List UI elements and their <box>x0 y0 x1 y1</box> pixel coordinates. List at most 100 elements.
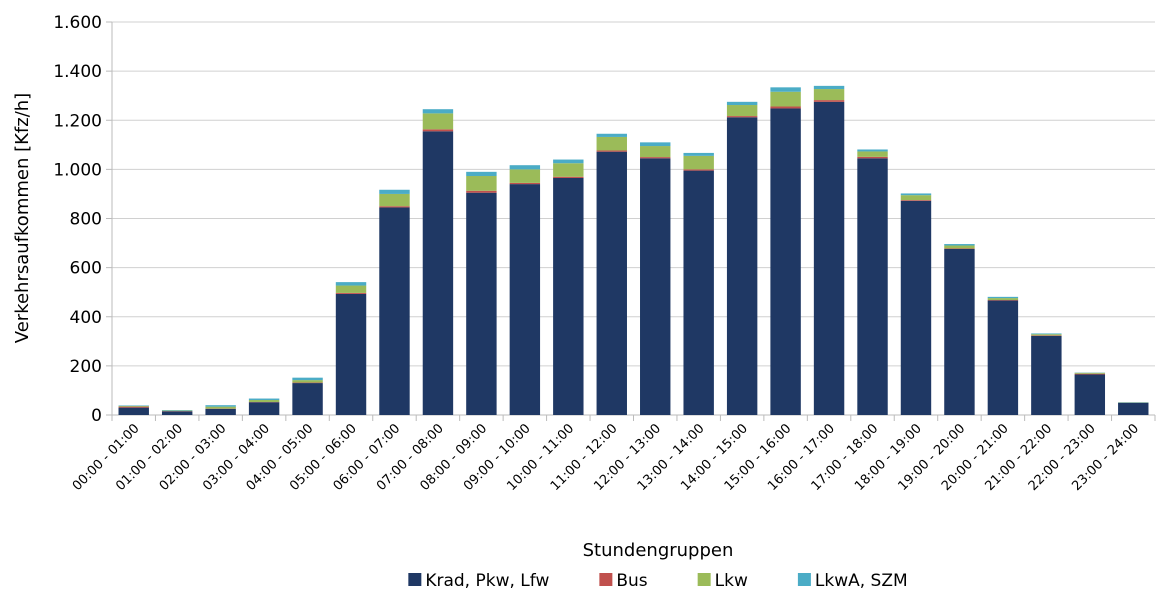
bar-segment <box>1031 336 1061 415</box>
bar-segment <box>423 109 453 113</box>
bar-segment <box>683 171 713 415</box>
bar-segment <box>901 195 931 200</box>
legend-item: Krad, Pkw, Lfw <box>408 571 549 591</box>
bar-segment <box>1075 374 1105 375</box>
bar-segment <box>553 160 583 164</box>
bar-segment <box>944 244 974 245</box>
bar-segment <box>510 165 540 169</box>
bar-segment <box>1031 334 1061 335</box>
legend-swatch <box>599 573 612 586</box>
bar-segment <box>857 149 887 151</box>
bar-segment <box>597 137 627 151</box>
legend: Krad, Pkw, Lfw Bus Lkw LkwA, SZM <box>408 571 907 591</box>
bar-segment <box>683 153 713 156</box>
y-tick-label: 600 <box>70 259 102 279</box>
bar-segment <box>770 106 800 108</box>
y-tick-label: 800 <box>70 210 102 230</box>
bar-segment <box>205 405 235 406</box>
bar-segment <box>857 157 887 158</box>
bar-segment <box>205 409 235 415</box>
bar-segment <box>988 301 1018 415</box>
y-tick-label: 400 <box>70 308 102 328</box>
bar-segment <box>423 129 453 131</box>
y-axis-title: Verkehrsaufkommen [Kfz/h] <box>12 93 33 343</box>
legend-item: Bus <box>599 571 647 591</box>
bar-segment <box>336 282 366 285</box>
bar-segment <box>640 142 670 146</box>
legend-label: LkwA, SZM <box>815 571 908 591</box>
legend-swatch <box>408 573 421 586</box>
bar-segment <box>988 297 1018 298</box>
bar-segment <box>814 102 844 415</box>
bar-segment <box>1075 374 1105 415</box>
bar-segment <box>336 294 366 415</box>
bar-segment <box>379 190 409 194</box>
y-tick-label: 1.400 <box>53 62 102 82</box>
y-tick-label: 1.200 <box>53 111 102 131</box>
bar-segment <box>814 100 844 102</box>
bar-segment <box>857 151 887 156</box>
bar-segment <box>770 87 800 91</box>
bar-segment <box>857 158 887 415</box>
bar-segment <box>553 178 583 415</box>
bar-segment <box>292 383 322 415</box>
bar-segment <box>727 105 757 116</box>
bar-segment <box>336 293 366 294</box>
legend-label: Bus <box>616 571 647 591</box>
bar-segment <box>944 249 974 415</box>
bar-segment <box>901 201 931 415</box>
bar-segment <box>597 150 627 151</box>
bar-segment <box>988 298 1018 300</box>
bar-segment <box>770 108 800 415</box>
legend-item: LkwA, SZM <box>798 571 908 591</box>
legend-label: Lkw <box>715 571 748 591</box>
bar-segment <box>119 408 149 415</box>
legend-swatch <box>698 573 711 586</box>
bar-segment <box>510 183 540 184</box>
bar-segment <box>944 246 974 249</box>
bar-segment <box>1075 373 1105 374</box>
bar-segment <box>640 157 670 158</box>
bar-segment <box>119 407 149 408</box>
bar-segment <box>1118 403 1148 415</box>
bar-segment <box>770 92 800 107</box>
bar-segment <box>640 146 670 157</box>
bar-segment <box>205 407 235 409</box>
bar-segment <box>553 163 583 177</box>
bar-segment <box>466 172 496 176</box>
bar-segment <box>553 177 583 178</box>
legend-label: Krad, Pkw, Lfw <box>425 571 549 591</box>
bar-segment <box>727 117 757 415</box>
bar-segment <box>379 206 409 207</box>
bar-segment <box>292 380 322 382</box>
bar-segment <box>466 191 496 193</box>
bar-segment <box>814 89 844 100</box>
bar-segment <box>423 113 453 129</box>
bar-segment <box>379 207 409 415</box>
y-tick-label: 1.000 <box>53 160 102 180</box>
bar-segment <box>727 102 757 105</box>
bar-segment <box>1031 333 1061 334</box>
bar-segment <box>901 200 931 201</box>
bar-segment <box>510 184 540 415</box>
bar-segment <box>249 399 279 400</box>
legend-swatch <box>798 573 811 586</box>
bar-segment <box>510 169 540 183</box>
bar-segment <box>336 286 366 293</box>
y-tick-label: 200 <box>70 357 102 377</box>
y-tick-label: 0 <box>91 406 102 426</box>
bar-segment <box>814 86 844 89</box>
bar-segment <box>379 194 409 206</box>
bar-segment <box>640 158 670 415</box>
bar-segment <box>466 176 496 191</box>
y-tick-label: 1.600 <box>53 13 102 33</box>
bar-segment <box>292 378 322 380</box>
bar-segment <box>423 131 453 415</box>
bar-segment <box>597 134 627 137</box>
legend-item: Lkw <box>698 571 748 591</box>
bar-segment <box>119 406 149 407</box>
bar-segment <box>683 169 713 170</box>
bar-segment <box>683 156 713 170</box>
bar-segment <box>901 193 931 195</box>
